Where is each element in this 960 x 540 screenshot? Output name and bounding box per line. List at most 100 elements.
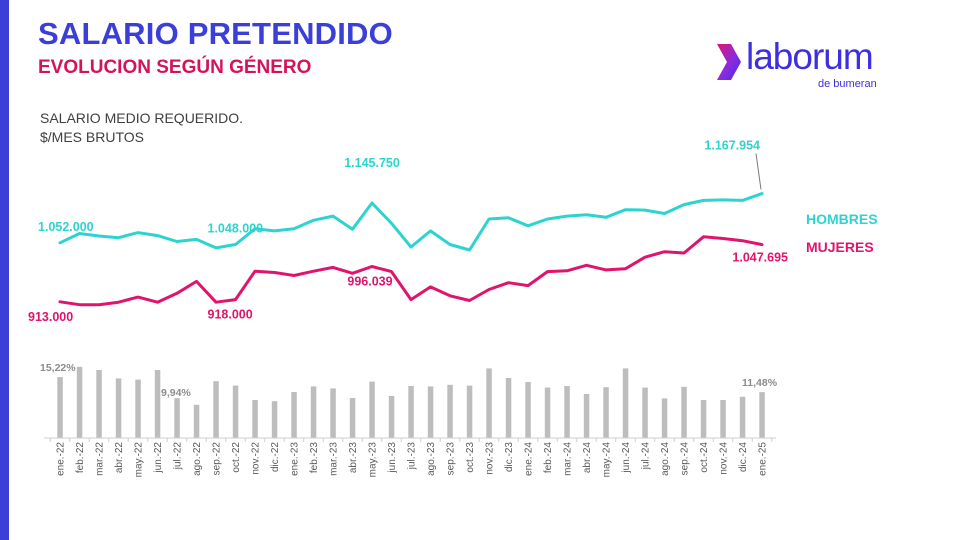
gap-bar	[252, 400, 258, 438]
x-axis: ene.-22 feb.-22 mar.-22 abr.-22 may.-22 jun.-…	[44, 437, 776, 478]
gap-bar-label-36: 11,48%	[742, 377, 778, 389]
gap-bar	[486, 368, 492, 438]
gap-bar	[544, 387, 551, 438]
logo-subtext: de bumeran	[818, 78, 877, 90]
page-title: SALARIO PRETENDIDO	[38, 16, 393, 51]
x-tick-label: jul.-24	[641, 442, 652, 471]
gap-bar	[700, 400, 707, 438]
x-tick-label: feb.-23	[309, 442, 320, 474]
data-label-mujeres-36: 1.047.695	[732, 251, 788, 265]
x-tick-label: ene.-25	[758, 442, 769, 476]
gap-bar	[739, 396, 746, 438]
gap-bar	[388, 396, 395, 438]
label-leader-line	[755, 153, 762, 190]
x-tick-label: sep.-22	[212, 442, 223, 476]
x-tick-label: sep.-23	[446, 442, 457, 476]
x-tick-label: abr.-23	[348, 442, 359, 474]
line-series-group	[58, 192, 764, 307]
gap-bar	[447, 384, 453, 438]
gap-bar	[427, 386, 434, 438]
legend-mujeres: MUJERES	[806, 239, 874, 255]
series-line-hombres	[58, 192, 764, 252]
gap-bar	[96, 370, 102, 438]
x-tick-label: dic.-23	[504, 442, 515, 472]
x-tick-label: jun.-23	[387, 442, 398, 474]
gap-bar	[213, 381, 219, 438]
gap-bar	[603, 387, 609, 438]
data-label-hombres-9: 1.048.000	[208, 221, 264, 235]
x-tick-label: mar.-24	[563, 442, 574, 476]
data-label-hombres-16: 1.145.750	[344, 156, 400, 170]
chart-legend: HOMBRES MUJERES	[806, 211, 878, 255]
data-label-mujeres-9: 918.000	[208, 308, 253, 322]
x-tick-label: mar.-23	[329, 442, 340, 476]
x-tick-label: feb.-22	[75, 442, 86, 474]
gap-bar	[349, 398, 356, 438]
gap-bar	[466, 385, 473, 438]
series-line-mujeres	[58, 235, 764, 307]
gap-bar	[564, 386, 570, 438]
gap-bar-labels: 15,22% 9,94% 11,48%	[40, 362, 778, 399]
x-tick-label: jul.-22	[173, 442, 184, 471]
x-tick-label: nov.-22	[251, 442, 262, 475]
x-tick-label: oct.-22	[231, 442, 242, 473]
x-tick-label: sep.-24	[680, 442, 691, 476]
legend-hombres: HOMBRES	[806, 211, 878, 227]
gap-bar	[622, 368, 629, 438]
gap-bar	[57, 377, 63, 438]
x-tick-label: ago.-24	[660, 442, 671, 476]
x-tick-label: ene.-22	[56, 442, 67, 476]
gap-bar	[115, 378, 122, 438]
page-subtitle: EVOLUCION SEGÚN GÉNERO	[38, 57, 312, 78]
logo-chevron-icon	[717, 44, 741, 80]
gap-bar	[525, 382, 531, 438]
gap-bar	[408, 386, 414, 438]
x-tick-label: dic.-24	[738, 442, 749, 472]
x-tick-label: ago.-22	[192, 442, 203, 476]
gap-bar	[76, 366, 83, 438]
gap-bar	[271, 401, 278, 438]
data-label-mujeres-0: 913.000	[28, 310, 73, 324]
gap-bar	[232, 385, 239, 438]
x-tick-label: abr.-22	[114, 442, 125, 474]
x-tick-label: may.-23	[368, 442, 379, 478]
left-accent-bar	[0, 0, 9, 540]
x-tick-label: oct.-24	[699, 442, 710, 473]
x-tick-label: ene.-23	[290, 442, 301, 476]
gap-bar	[583, 394, 590, 438]
gap-bar	[681, 386, 687, 438]
gap-bar	[174, 398, 180, 438]
x-tick-label: ene.-24	[524, 442, 535, 476]
description-line-1: SALARIO MEDIO REQUERIDO.	[40, 110, 244, 126]
chart-description: SALARIO MEDIO REQUERIDO. $/MES BRUTOS	[40, 109, 243, 147]
gap-bar	[759, 392, 765, 438]
laborum-logo: laborum de bumeran	[714, 36, 894, 94]
line-data-labels: 1.052.000 1.048.000 1.145.750 1.167.954 913.…	[28, 139, 788, 324]
gap-bar-label-0: 15,22%	[40, 362, 76, 374]
gap-bar	[135, 379, 141, 438]
gap-bar	[642, 387, 648, 438]
description-line-2: $/MES BRUTOS	[40, 129, 144, 145]
x-tick-label: abr.-24	[582, 442, 593, 474]
x-tick-label: nov.-24	[719, 442, 730, 475]
logo-wordmark: laborum	[746, 36, 874, 77]
gap-bar	[505, 378, 512, 438]
gap-bar	[291, 392, 297, 438]
gap-bar	[720, 400, 726, 438]
x-tick-label: may.-22	[134, 442, 145, 478]
x-tick-label: feb.-24	[543, 442, 554, 474]
x-tick-label: mar.-22	[95, 442, 106, 476]
gap-bar	[661, 398, 668, 438]
x-tick-label: oct.-23	[465, 442, 476, 473]
gap-bar-label-6: 9,94%	[161, 387, 191, 399]
x-tick-label: dic.-22	[270, 442, 281, 472]
data-label-hombres-0: 1.052.000	[38, 220, 94, 234]
gap-bar	[369, 381, 375, 438]
x-tick-label: jul.-23	[407, 442, 418, 471]
gap-bar	[154, 370, 161, 438]
x-tick-label: ago.-23	[426, 442, 437, 476]
gap-bar	[193, 404, 200, 438]
x-tick-label: jun.-22	[153, 442, 164, 474]
data-label-mujeres-16: 996.039	[347, 275, 392, 289]
